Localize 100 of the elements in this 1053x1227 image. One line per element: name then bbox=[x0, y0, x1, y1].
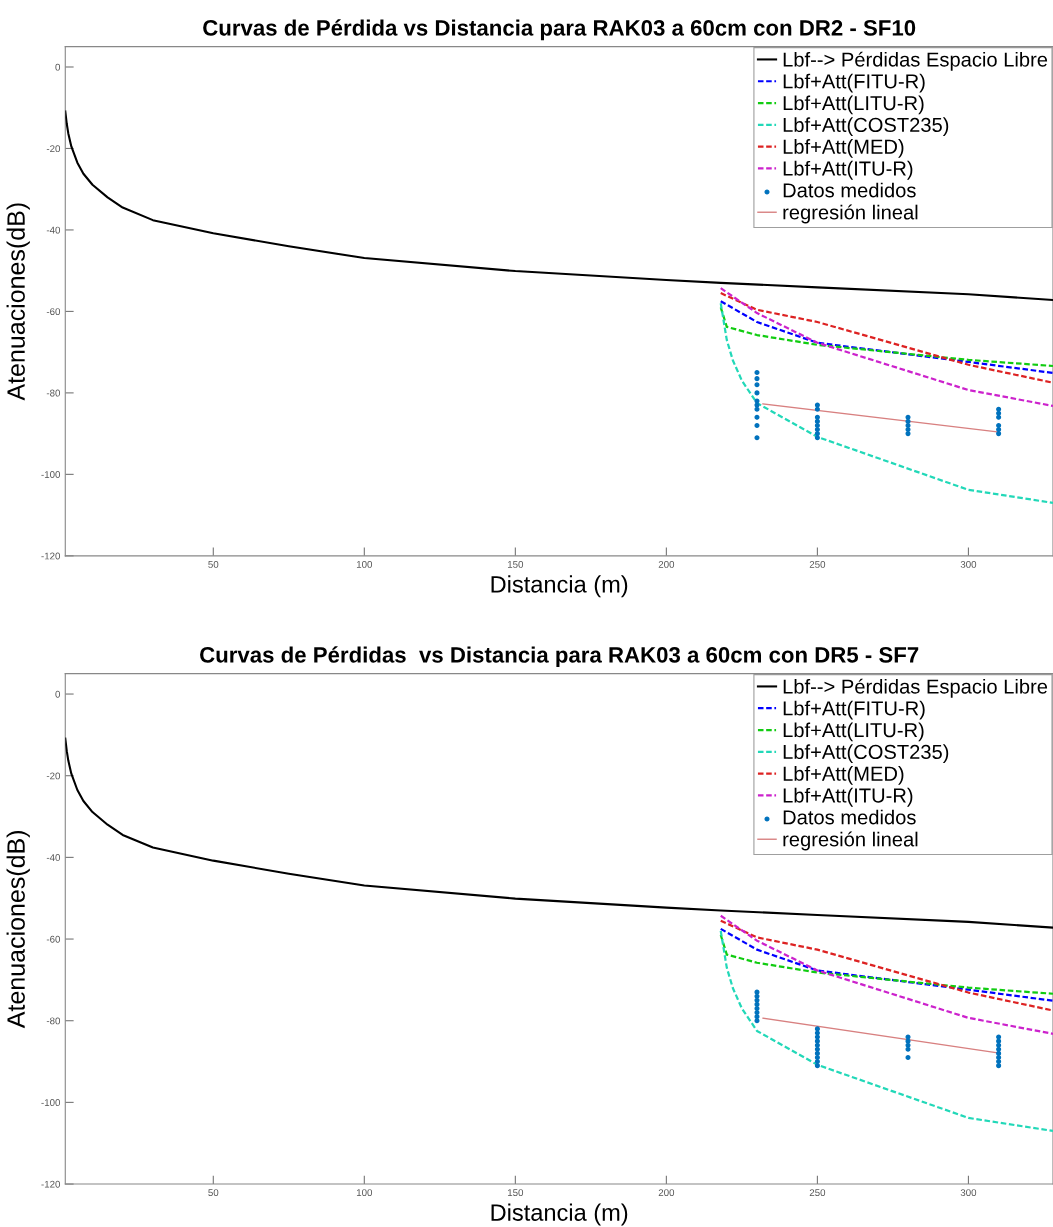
x-tick-label: 250 bbox=[809, 560, 826, 568]
line-series bbox=[719, 914, 1053, 1035]
point bbox=[814, 422, 820, 429]
point bbox=[996, 427, 1002, 433]
point bbox=[754, 382, 760, 388]
point bbox=[814, 1046, 820, 1052]
point bbox=[996, 1054, 1002, 1061]
point bbox=[814, 414, 820, 420]
point bbox=[996, 431, 1002, 437]
legend-label: Lbf+Att(ITU-R) bbox=[783, 787, 913, 807]
point bbox=[996, 1063, 1002, 1069]
y-tick-label: -120 bbox=[41, 1180, 61, 1188]
point bbox=[814, 402, 820, 408]
x-tick-label: 200 bbox=[658, 1189, 675, 1197]
line-series bbox=[719, 306, 1053, 368]
point bbox=[814, 431, 820, 437]
point bbox=[814, 418, 820, 424]
x-tick-label: 150 bbox=[507, 560, 524, 568]
point bbox=[754, 390, 760, 396]
legend-label: Lbf+Att(COST235) bbox=[783, 117, 949, 137]
line-series bbox=[719, 302, 1053, 504]
y-tick-label: -40 bbox=[46, 854, 61, 861]
x-tick-label: 250 bbox=[809, 1189, 826, 1197]
line-series bbox=[719, 919, 1053, 1012]
x-tick-label: 300 bbox=[960, 1189, 977, 1197]
legend-label: Lbf--> Pérdidas Espacio Libre bbox=[783, 51, 1048, 71]
point bbox=[996, 1042, 1002, 1048]
legend-label: Datos medidos bbox=[783, 809, 916, 825]
legend-label: Lbf+Att(MED) bbox=[783, 139, 904, 158]
legend-label: Lbf+Att(LITU-R) bbox=[783, 722, 924, 742]
point bbox=[905, 431, 911, 437]
legend-label: Lbf+Att(ITU-R) bbox=[783, 160, 913, 180]
point bbox=[905, 422, 911, 429]
legend-label: regresión lineal bbox=[783, 204, 918, 224]
x-axis-title: Distancia (m) bbox=[491, 575, 628, 598]
legend-label: Datos medidos bbox=[783, 182, 916, 198]
legend-label: Lbf--> Pérdidas Espacio Libre bbox=[783, 678, 1048, 698]
point bbox=[905, 427, 911, 433]
point bbox=[814, 1030, 820, 1036]
y-tick-label: -60 bbox=[46, 935, 61, 943]
point bbox=[754, 406, 760, 412]
point bbox=[754, 422, 760, 429]
x-tick-label: 50 bbox=[208, 1189, 219, 1197]
legend-label: regresión lineal bbox=[783, 831, 918, 851]
y-tick-label: -40 bbox=[46, 226, 61, 234]
point bbox=[814, 1050, 820, 1056]
point bbox=[996, 1059, 1002, 1065]
y-tick-label: -20 bbox=[46, 772, 61, 780]
line-series bbox=[719, 300, 1053, 375]
y-axis-title: Atenuaciones(dB) bbox=[6, 831, 30, 1029]
point bbox=[814, 1059, 820, 1065]
y-tick-label: -120 bbox=[41, 552, 61, 560]
y-tick-label: -60 bbox=[46, 308, 61, 316]
legend-label: Lbf+Att(COST235) bbox=[783, 744, 949, 764]
line-series bbox=[719, 291, 1053, 384]
x-tick-label: 100 bbox=[356, 1189, 373, 1197]
y-axis-title: Atenuaciones(dB) bbox=[6, 203, 30, 401]
x-tick-label: 50 bbox=[208, 560, 219, 568]
point bbox=[814, 1034, 820, 1040]
point bbox=[996, 414, 1002, 420]
legend-label: Lbf+Att(FITU-R) bbox=[783, 73, 925, 93]
point bbox=[996, 1050, 1002, 1056]
point bbox=[754, 414, 760, 420]
x-axis-title: Distancia (m) bbox=[491, 1203, 628, 1226]
point bbox=[754, 376, 760, 382]
legend-label: Lbf+Att(FITU-R) bbox=[783, 700, 925, 720]
y-tick-label: -80 bbox=[46, 1017, 61, 1025]
legend-label: Lbf+Att(LITU-R) bbox=[783, 95, 924, 115]
line-series bbox=[719, 287, 1053, 408]
point bbox=[814, 406, 820, 412]
point bbox=[754, 435, 760, 441]
point bbox=[996, 410, 1002, 416]
point bbox=[905, 1046, 911, 1052]
point bbox=[814, 1042, 820, 1048]
x-tick-label: 100 bbox=[356, 560, 373, 568]
point bbox=[905, 1054, 911, 1061]
point bbox=[996, 1038, 1002, 1044]
point bbox=[754, 1010, 760, 1016]
point bbox=[814, 1026, 820, 1032]
point bbox=[814, 1038, 820, 1044]
x-tick-label: 300 bbox=[960, 560, 977, 568]
point bbox=[996, 1034, 1002, 1040]
chart-title: Curvas de Pérdidas vs Distancia para RAK03 a 60cm con DR5 - SF7 bbox=[200, 646, 919, 668]
point bbox=[754, 1005, 760, 1011]
chart-title: Curvas de Pérdida vs Distancia para RAK03 a 60cm con DR2 - SF10 bbox=[203, 19, 916, 41]
x-tick-label: 150 bbox=[507, 1189, 524, 1197]
y-tick-label: -100 bbox=[41, 471, 61, 478]
point bbox=[814, 1063, 820, 1069]
line-series bbox=[719, 927, 1053, 1002]
x-tick-label: 200 bbox=[658, 560, 675, 568]
legend-label: Lbf+Att(MED) bbox=[783, 766, 904, 785]
y-tick-label: -20 bbox=[46, 145, 61, 153]
point bbox=[996, 422, 1002, 429]
point bbox=[996, 1046, 1002, 1052]
line-series bbox=[719, 933, 1053, 995]
y-tick-label: 0 bbox=[55, 690, 61, 698]
point bbox=[814, 435, 820, 441]
y-tick-label: -100 bbox=[41, 1099, 61, 1106]
y-tick-label: -80 bbox=[46, 389, 61, 397]
y-tick-label: 0 bbox=[55, 63, 61, 71]
